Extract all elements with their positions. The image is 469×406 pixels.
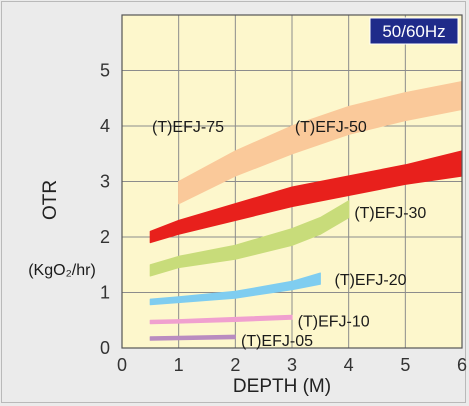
label-t-efj-75: (T)EFJ-75 [152,119,224,136]
x-axis-title: DEPTH (M) [233,376,331,397]
series-bands [149,80,462,341]
frequency-badge: 50/60Hz [369,17,459,45]
y-tick-label: 4 [100,116,110,136]
x-tick-label: 3 [287,355,297,375]
band-t-efj-30 [149,200,350,277]
label-t-efj-30: (T)EFJ-30 [354,205,426,222]
series-labels: (T)EFJ-75 (T)EFJ-50 (T)EFJ-30 (T)EFJ-20 (T)E… [152,119,426,350]
band-t-efj-10 [149,314,293,325]
x-tick-label: 0 [117,355,127,375]
band-t-efj-05 [149,334,236,341]
label-t-efj-05: (T)EFJ-05 [241,333,313,350]
y-tick-label: 3 [100,172,110,192]
band-t-efj-75 [178,80,462,205]
x-tick-label: 4 [344,355,354,375]
badge-background [369,17,459,45]
y-tick-label: 2 [100,227,110,247]
label-t-efj-50: (T)EFJ-50 [295,119,367,136]
label-t-efj-10: (T)EFJ-10 [298,313,370,330]
axes [121,14,463,349]
x-tick-label: 2 [230,355,240,375]
y-tick-labels: 0 1 2 3 4 5 [100,61,110,359]
y-tick-label: 1 [100,283,110,303]
plot-border [121,14,463,349]
label-t-efj-20: (T)EFJ-20 [335,272,407,289]
x-tick-label: 6 [457,355,467,375]
y-tick-label: 0 [100,338,110,358]
badge-label: 50/60Hz [382,22,445,41]
y-axis-unit: (KgO₂/hr) [28,262,96,279]
band-t-efj-20 [149,272,321,306]
y-axis-title: OTR [40,180,61,220]
x-tick-label: 1 [174,355,184,375]
x-tick-labels: 0 1 2 3 4 5 6 [117,355,467,375]
y-tick-label: 5 [100,61,110,81]
x-tick-label: 5 [400,355,410,375]
band-t-efj-50 [149,150,462,244]
